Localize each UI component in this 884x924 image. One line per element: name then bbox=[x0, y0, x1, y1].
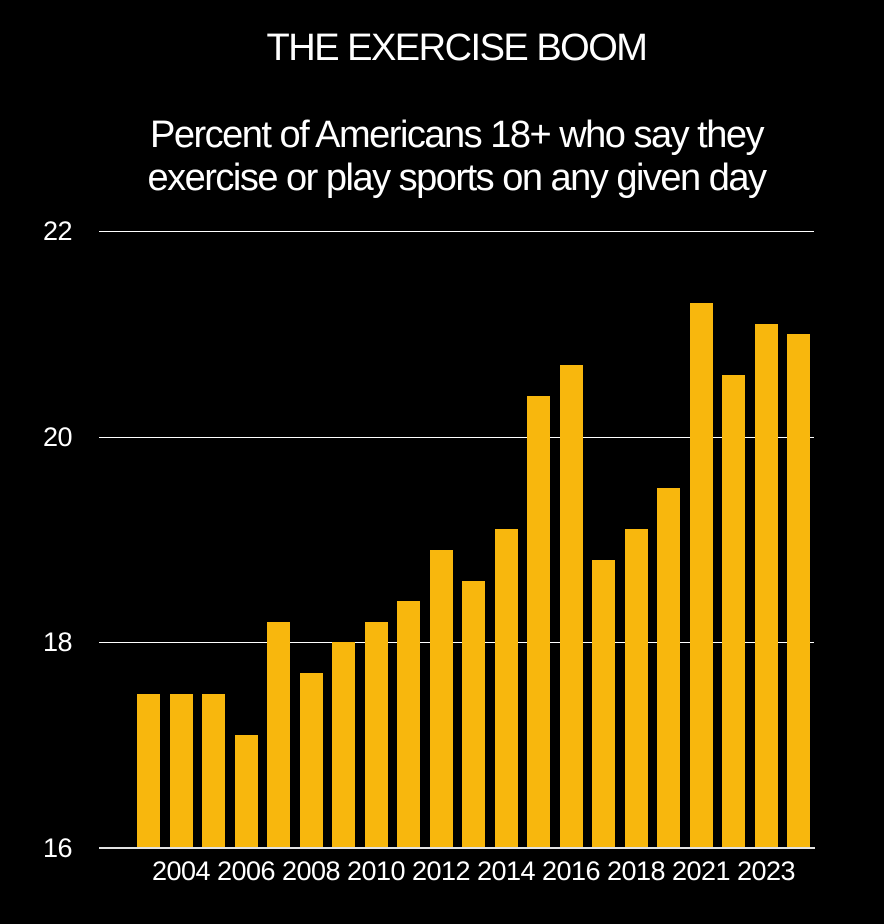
gridline-20 bbox=[99, 436, 814, 438]
chart-subtitle-line1: Percent of Americans 18+ who say they bbox=[149, 114, 765, 156]
y-tick-label-18: 18 bbox=[42, 627, 73, 658]
x-tick-label-2012: 2012 bbox=[411, 856, 471, 886]
bar-2003 bbox=[137, 693, 160, 848]
bar-2018 bbox=[624, 529, 648, 848]
y-tick-label-20: 20 bbox=[42, 421, 73, 452]
bar-2022 bbox=[722, 375, 745, 848]
bar-2015 bbox=[527, 395, 550, 848]
bar-2010 bbox=[364, 621, 388, 848]
bar-2019 bbox=[657, 488, 680, 848]
bar-2023 bbox=[754, 323, 778, 848]
bar-2014 bbox=[494, 529, 518, 848]
bar-2011 bbox=[397, 601, 420, 848]
chart-subtitle-line2: exercise or play sports on any given day bbox=[147, 157, 767, 199]
gridline-18 bbox=[99, 642, 814, 644]
chart-subtitle: Percent of Americans 18+ who say they ex… bbox=[99, 114, 814, 200]
x-tick-label-2021: 2021 bbox=[671, 856, 731, 886]
bar-2024 bbox=[787, 333, 810, 848]
x-tick-label-2010: 2010 bbox=[346, 856, 406, 886]
y-tick-label-16: 16 bbox=[42, 833, 73, 863]
bar-2021 bbox=[689, 303, 713, 848]
chart-title: THE EXERCISE BOOM bbox=[266, 27, 648, 69]
x-tick-label-2016: 2016 bbox=[541, 856, 601, 886]
x-tick-label-2006: 2006 bbox=[216, 856, 276, 886]
x-tick-label-2004: 2004 bbox=[151, 856, 211, 886]
bar-2013 bbox=[462, 580, 485, 848]
y-tick-label-22: 22 bbox=[42, 216, 73, 246]
x-tick-label-2018: 2018 bbox=[606, 856, 666, 886]
x-tick-label-2008: 2008 bbox=[281, 856, 341, 886]
bar-2017 bbox=[592, 560, 615, 848]
bar-2008 bbox=[299, 673, 323, 848]
bar-2009 bbox=[332, 642, 355, 848]
bar-2016 bbox=[559, 364, 583, 848]
x-tick-label-2014: 2014 bbox=[476, 856, 536, 886]
bar-2005 bbox=[202, 693, 225, 848]
gridline-22 bbox=[99, 231, 814, 232]
bar-2006 bbox=[234, 734, 258, 848]
bar-2004 bbox=[169, 693, 193, 848]
plot-area bbox=[99, 231, 815, 849]
bar-2012 bbox=[429, 549, 453, 848]
x-tick-label-2023: 2023 bbox=[736, 856, 796, 886]
x-axis-line bbox=[99, 847, 815, 849]
bar-2007 bbox=[267, 621, 290, 848]
